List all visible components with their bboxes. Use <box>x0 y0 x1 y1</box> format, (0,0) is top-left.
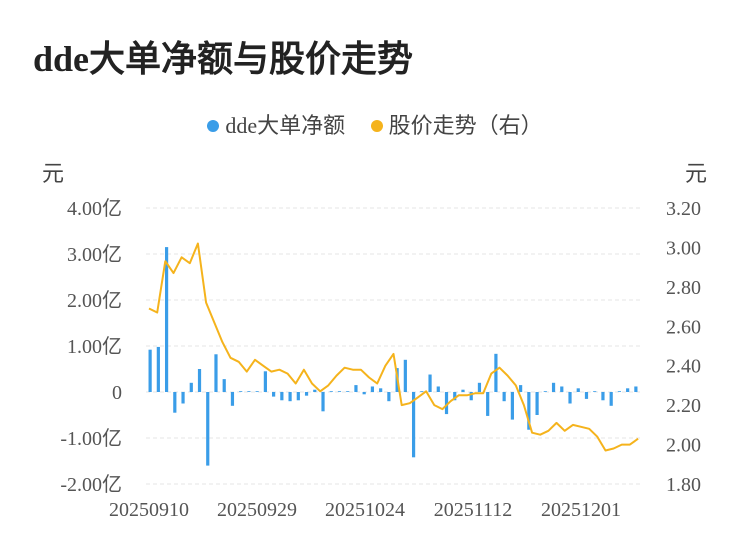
bar <box>617 391 622 392</box>
bar <box>156 346 160 392</box>
bar <box>288 392 292 402</box>
bar <box>535 392 539 415</box>
x-tick-label: 20250910 <box>109 499 189 521</box>
right-axis-unit: 元 <box>685 161 708 186</box>
legend-marker-price <box>370 119 383 132</box>
price-line <box>148 242 639 452</box>
bar <box>411 392 416 458</box>
y-left-tick-label: 0 <box>112 382 122 404</box>
bar <box>313 389 317 392</box>
bar <box>354 385 358 392</box>
y-right-tick-label: 1.80 <box>666 474 701 496</box>
x-tick-label: 20250929 <box>217 499 297 521</box>
bar <box>387 392 391 402</box>
y-right-tick-label: 2.20 <box>666 395 701 417</box>
y-right-tick-label: 2.80 <box>666 277 701 299</box>
bar <box>510 392 514 420</box>
bar <box>403 359 407 392</box>
bar <box>239 391 243 392</box>
y-right-tick-label: 2.60 <box>666 316 701 338</box>
bar <box>568 392 572 404</box>
legend-item-price[interactable]: 股价走势（右） <box>370 108 543 140</box>
bar <box>551 382 556 392</box>
left-axis-unit: 元 <box>42 161 65 186</box>
y-left-tick-label: 4.00亿 <box>67 197 122 220</box>
bar <box>247 391 251 392</box>
x-tick-label: 20251024 <box>325 499 405 521</box>
bar <box>148 349 152 392</box>
bar <box>379 388 383 392</box>
x-tick-label: 20251201 <box>541 499 621 521</box>
bar <box>576 388 580 392</box>
bar <box>164 247 169 392</box>
y-left-tick-label: 1.00亿 <box>67 335 122 358</box>
bar <box>370 386 375 392</box>
bar <box>519 385 523 392</box>
bar <box>428 374 432 392</box>
legend-label-dde: dde大单净额 <box>225 113 346 138</box>
bar <box>543 391 547 392</box>
bar <box>634 386 638 392</box>
legend-marker-dde <box>207 119 220 132</box>
bar <box>263 371 267 392</box>
y-right-tick-label: 2.40 <box>666 356 701 378</box>
y-right-tick-label: 3.20 <box>666 198 701 220</box>
y-left-tick-label: 3.00亿 <box>67 243 122 266</box>
y-left-tick-label: 2.00亿 <box>67 289 122 312</box>
y-left-tick-label: -2.00亿 <box>60 473 122 496</box>
chart-title: dde大单净额与股价走势 <box>33 39 414 79</box>
bar <box>502 392 506 402</box>
bar <box>486 392 490 416</box>
bar <box>255 391 259 392</box>
bar <box>609 392 613 406</box>
y-right-tick-label: 3.00 <box>666 237 701 259</box>
bar <box>337 391 342 392</box>
bar <box>304 392 309 396</box>
bar <box>362 392 366 395</box>
bar <box>593 391 597 392</box>
bar <box>444 392 449 415</box>
bar <box>272 392 276 397</box>
bar <box>601 392 605 401</box>
bar <box>280 392 284 401</box>
bar <box>584 392 589 399</box>
x-tick-label: 20251112 <box>434 499 513 521</box>
bar <box>321 392 325 412</box>
legend-label-price: 股价走势（右） <box>388 113 543 138</box>
y-left-tick-label: -1.00亿 <box>60 427 122 450</box>
bar <box>214 354 218 392</box>
legend: dde大单净额 股价走势（右） <box>0 108 750 140</box>
bar <box>173 392 177 413</box>
bar <box>461 389 465 392</box>
bar <box>296 392 300 401</box>
bar <box>626 388 630 392</box>
legend-item-dde[interactable]: dde大单净额 <box>207 108 345 140</box>
bar <box>436 386 440 392</box>
bar <box>206 392 210 466</box>
bar <box>527 392 531 430</box>
bar <box>477 382 482 392</box>
y-right-tick-label: 2.00 <box>666 435 701 457</box>
bar <box>189 382 193 392</box>
bar <box>222 379 226 392</box>
bar <box>469 392 473 401</box>
bar <box>329 391 333 392</box>
bar <box>560 386 564 392</box>
bar <box>420 391 424 392</box>
bar <box>197 369 202 392</box>
bar <box>346 391 350 392</box>
bar <box>453 392 457 401</box>
bar <box>230 392 235 406</box>
bar <box>494 353 498 392</box>
bar <box>181 392 185 404</box>
